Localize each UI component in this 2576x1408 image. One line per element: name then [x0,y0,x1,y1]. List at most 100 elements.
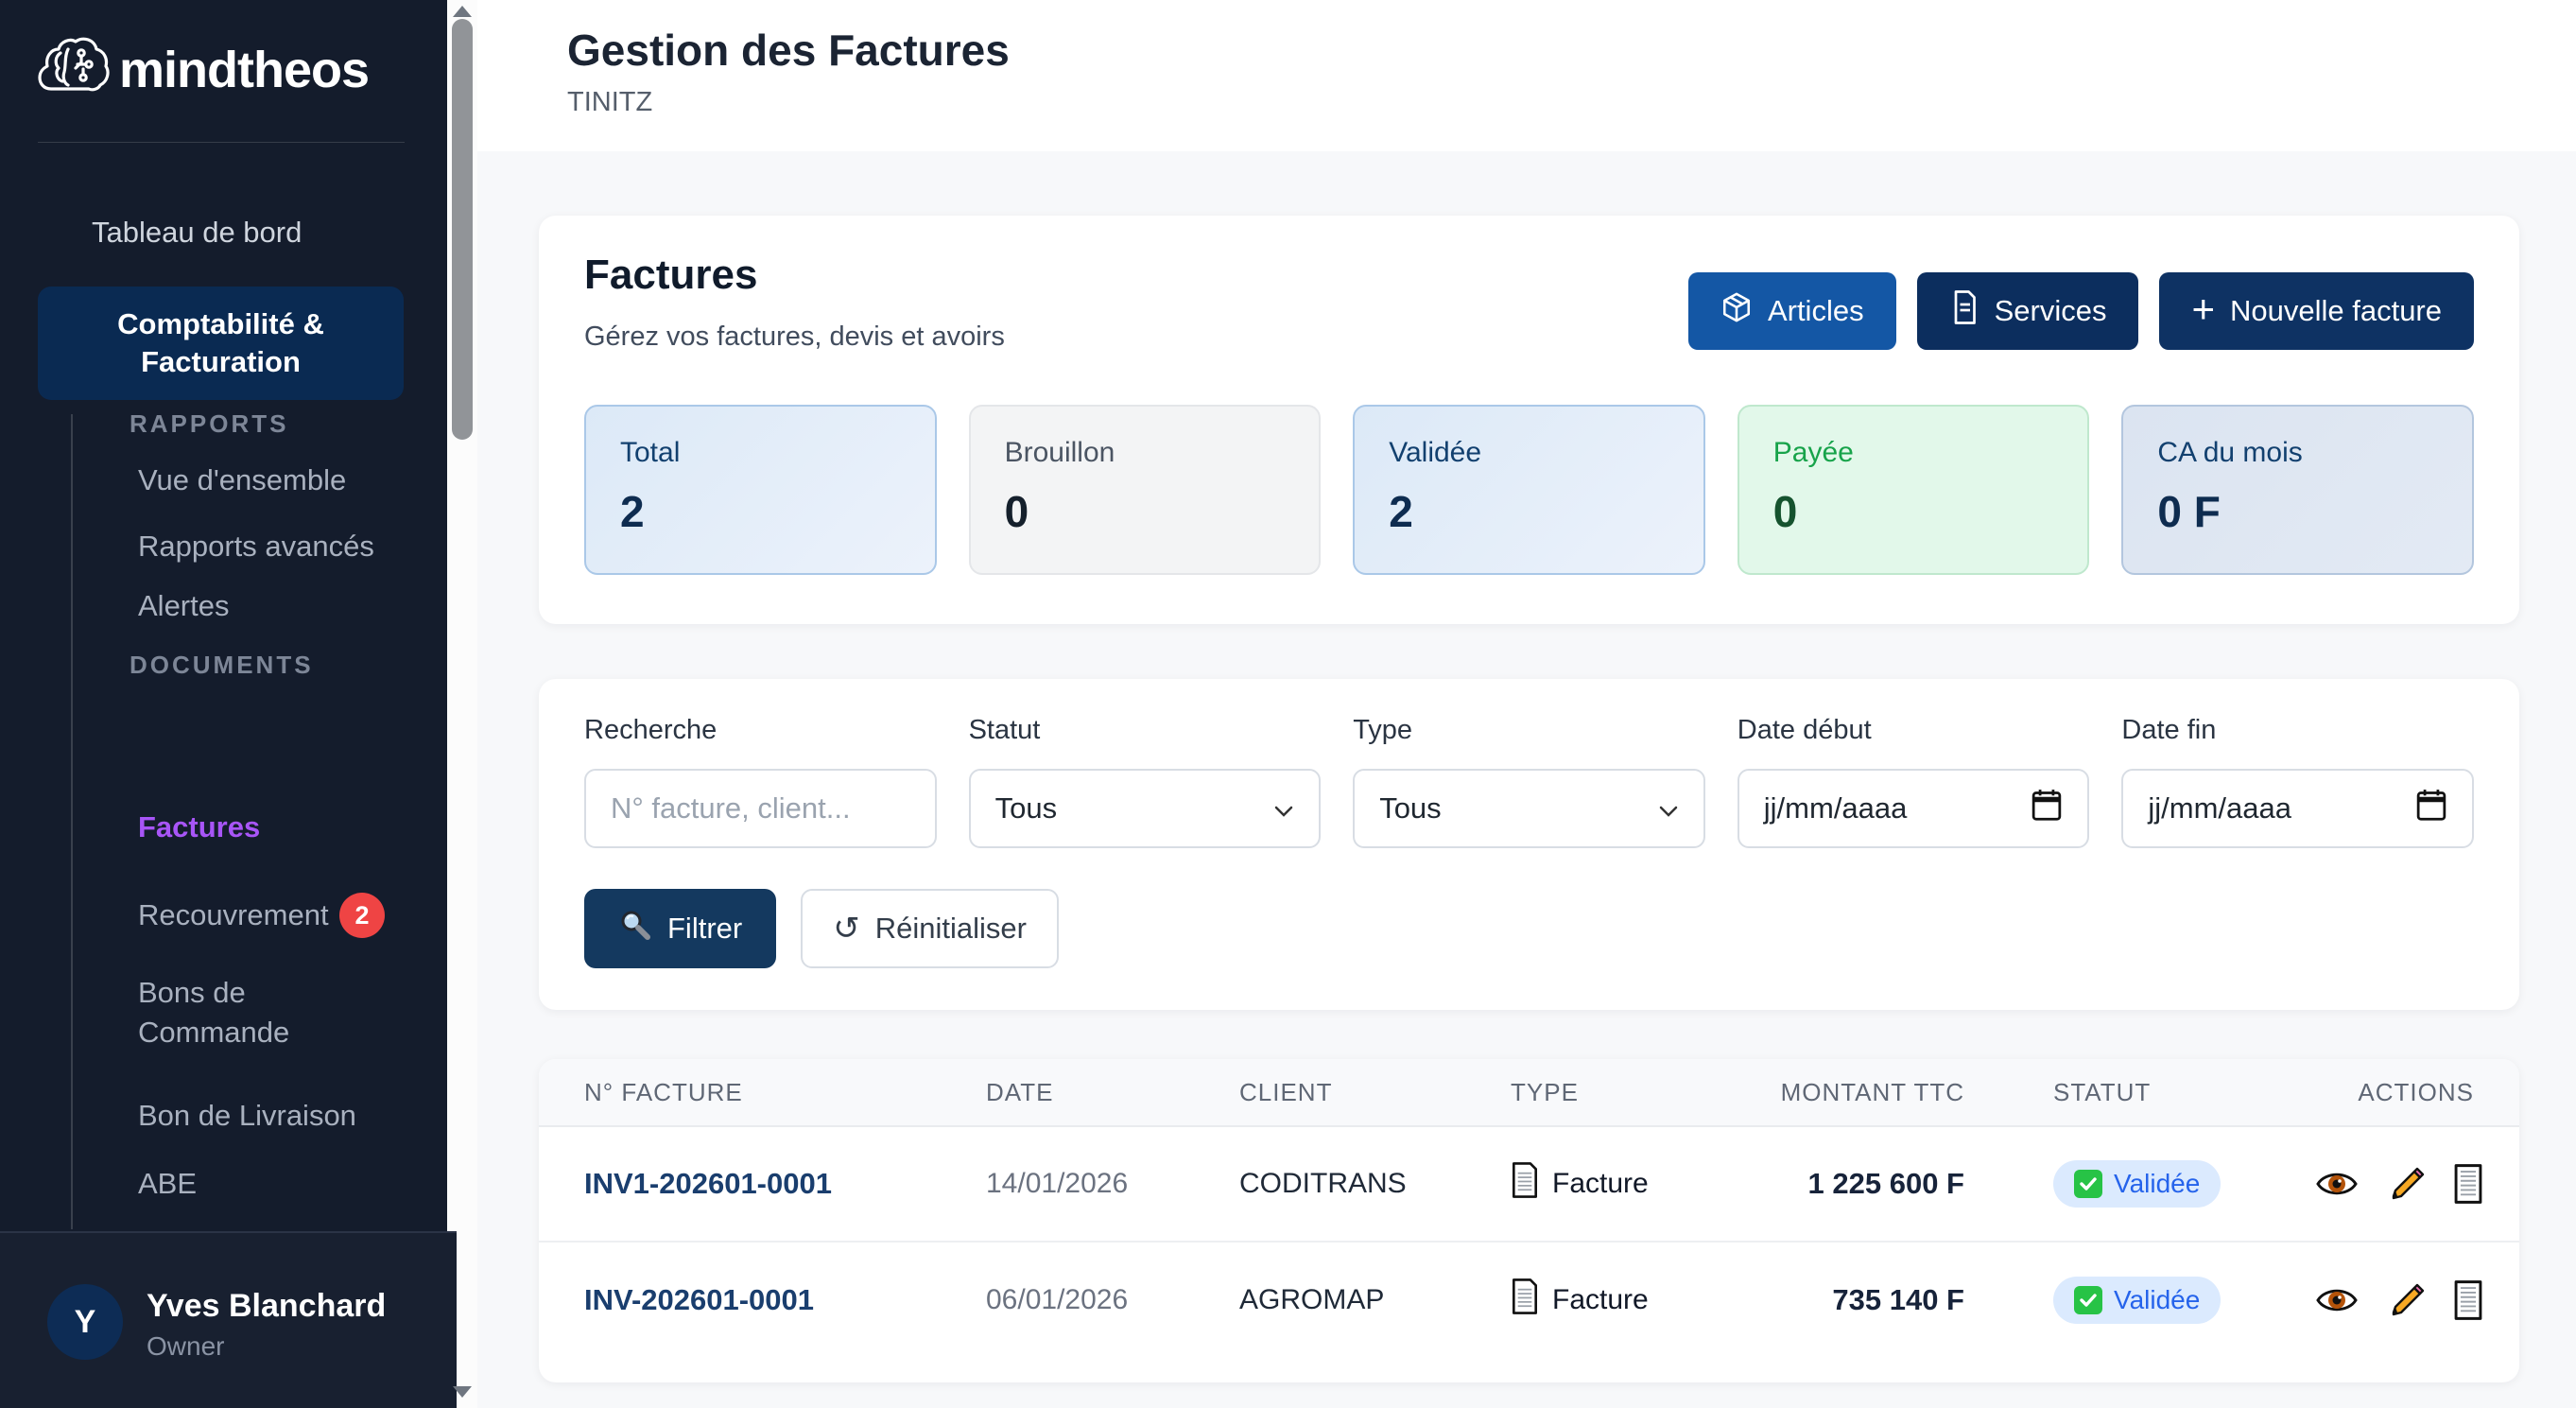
col-header-actions: ACTIONS [2358,1077,2474,1106]
invoice-amount: 1 225 600 F [1807,1167,1964,1200]
recouvrement-count-badge[interactable]: 2 [339,893,385,938]
sidebar: mindtheos Tableau de bord Comptabilité &… [0,0,447,1408]
table-row: INV-202601-0001 06/01/2026 AGROMAP Factu… [539,1243,2519,1358]
status-select[interactable]: Tous [968,769,1322,848]
table-row: INV1-202601-0001 14/01/2026 CODITRANS Fa… [539,1127,2519,1243]
date-start-label: Date début [1737,715,1872,745]
col-header-date: DATE [986,1077,1054,1106]
avatar: Y [47,1284,123,1360]
document-action-icon[interactable] [2452,1280,2484,1320]
invoice-number-link[interactable]: INV1-202601-0001 [584,1167,832,1200]
document-icon [1511,1278,1539,1322]
type-select-value: Tous [1379,791,1442,825]
invoice-status-cell: Validée [1964,1160,2314,1208]
stat-label: Validée [1389,437,1482,468]
stat-card-validee: Validée 2 [1353,405,1705,575]
invoices-subtitle: Gérez vos factures, devis et avoirs [584,322,1005,352]
sidebar-item-abe[interactable]: ABE [138,1167,198,1200]
status-badge-label: Validée [2114,1169,2201,1198]
scrollbar-up-arrow[interactable] [453,6,472,17]
calendar-icon [2031,788,2063,829]
stats-row: Total 2 Brouillon 0 Validée 2 Payée 0 CA… [584,405,2474,575]
scrollbar-down-arrow[interactable] [453,1386,472,1398]
invoice-number-link[interactable]: INV-202601-0001 [584,1283,815,1316]
invoice-type-label: Facture [1552,1168,1649,1199]
page-header: Gestion des Factures TINITZ [477,0,2576,151]
stat-card-ca-du-mois: CA du mois 0 F [2121,405,2474,575]
stat-card-brouillon: Brouillon 0 [968,405,1322,575]
stat-label: Total [620,437,681,468]
sidebar-item-bons-de-commande[interactable]: Bons de Commande [138,976,290,1049]
sidebar-item-alertes[interactable]: Alertes [138,589,230,622]
date-start-input[interactable]: jj/mm/aaaa [1737,769,2090,848]
type-select[interactable]: Tous [1353,769,1705,848]
sidebar-sections: RAPPORTS Vue d'ensemble Rapports avancés… [71,409,447,1229]
date-end-value: jj/mm/aaaa [2148,791,2291,825]
sidebar-item-comptabilite-facturation[interactable]: Comptabilité & Facturation [38,287,404,400]
stat-label: CA du mois [2157,437,2303,468]
status-select-value: Tous [994,791,1058,825]
type-field-group: Type Tous [1353,715,1705,848]
main-content: Gestion des Factures TINITZ Factures Gér… [477,0,2576,1408]
section-title-rapports: RAPPORTS [130,409,289,438]
stat-label: Brouillon [1004,437,1115,468]
sidebar-item-bon-de-livraison[interactable]: Bon de Livraison [138,1099,356,1132]
sidebar-item-factures[interactable]: Factures [138,810,261,843]
search-label: Recherche [584,715,717,745]
calendar-icon [2415,788,2447,829]
page-title: Gestion des Factures [567,26,1010,75]
articles-button-label: Articles [1767,294,1864,327]
stat-value: 0 [1004,487,1029,536]
sidebar-item-vue-densemble[interactable]: Vue d'ensemble [138,463,347,496]
user-role: Owner [147,1331,225,1361]
document-action-icon[interactable] [2452,1164,2484,1204]
stat-card-payee: Payée 0 [1737,405,2090,575]
sidebar-item-recouvrement[interactable]: Recouvrement [138,898,329,931]
invoice-actions [2314,1164,2484,1204]
sidebar-item-rapports-avances[interactable]: Rapports avancés [138,530,374,563]
col-header-numero: N° FACTURE [584,1077,743,1106]
reset-button[interactable]: ↺ Réinitialiser [801,889,1059,968]
date-end-label: Date fin [2121,715,2217,745]
table-header-row: N° FACTURE DATE CLIENT TYPE MONTANT TTC … [539,1059,2519,1127]
scrollbar-thumb[interactable] [452,19,473,440]
view-eye-icon[interactable] [2314,1284,2360,1316]
invoice-client: CODITRANS [1239,1168,1407,1199]
services-button[interactable]: Services [1916,272,2139,350]
sidebar-item-dashboard[interactable]: Tableau de bord [92,216,303,249]
col-header-montant: MONTANT TTC [1780,1077,1964,1106]
search-input[interactable] [584,769,937,848]
invoice-date: 14/01/2026 [986,1168,1129,1199]
new-invoice-button-label: Nouvelle facture [2229,294,2442,327]
user-profile[interactable]: Y Yves Blanchard Owner [0,1231,457,1408]
invoice-amount: 735 140 F [1832,1283,1964,1316]
invoices-card: Factures Gérez vos factures, devis et av… [539,216,2519,624]
edit-pencil-icon[interactable] [2386,1280,2426,1320]
reset-button-label: Réinitialiser [874,912,1027,945]
articles-button[interactable]: Articles [1687,272,1896,350]
search-field-group: Recherche [584,715,937,848]
status-badge: Validée [2053,1277,2222,1324]
invoice-actions [2314,1280,2484,1320]
invoice-client: AGROMAP [1239,1284,1385,1315]
edit-pencil-icon[interactable] [2386,1164,2426,1204]
date-end-input[interactable]: jj/mm/aaaa [2121,769,2474,848]
invoice-type-label: Facture [1552,1284,1649,1315]
check-icon [2074,1170,2102,1198]
date-start-value: jj/mm/aaaa [1763,791,1908,825]
services-button-label: Services [1994,294,2107,327]
user-name: Yves Blanchard [147,1288,387,1324]
stat-value: 0 [1772,487,1798,536]
date-start-field-group: Date début jj/mm/aaaa [1737,715,2090,848]
filter-button-label: Filtrer [667,912,743,945]
chevron-down-icon [1658,791,1679,826]
new-invoice-button[interactable]: + Nouvelle facture [2159,272,2474,350]
stat-value: 2 [1389,487,1413,536]
status-badge: Validée [2053,1160,2222,1208]
view-eye-icon[interactable] [2314,1168,2360,1200]
check-icon [2074,1286,2102,1314]
invoice-type: Facture [1511,1162,1766,1206]
type-label: Type [1353,715,1413,745]
filter-button[interactable]: Filtrer [584,889,777,968]
